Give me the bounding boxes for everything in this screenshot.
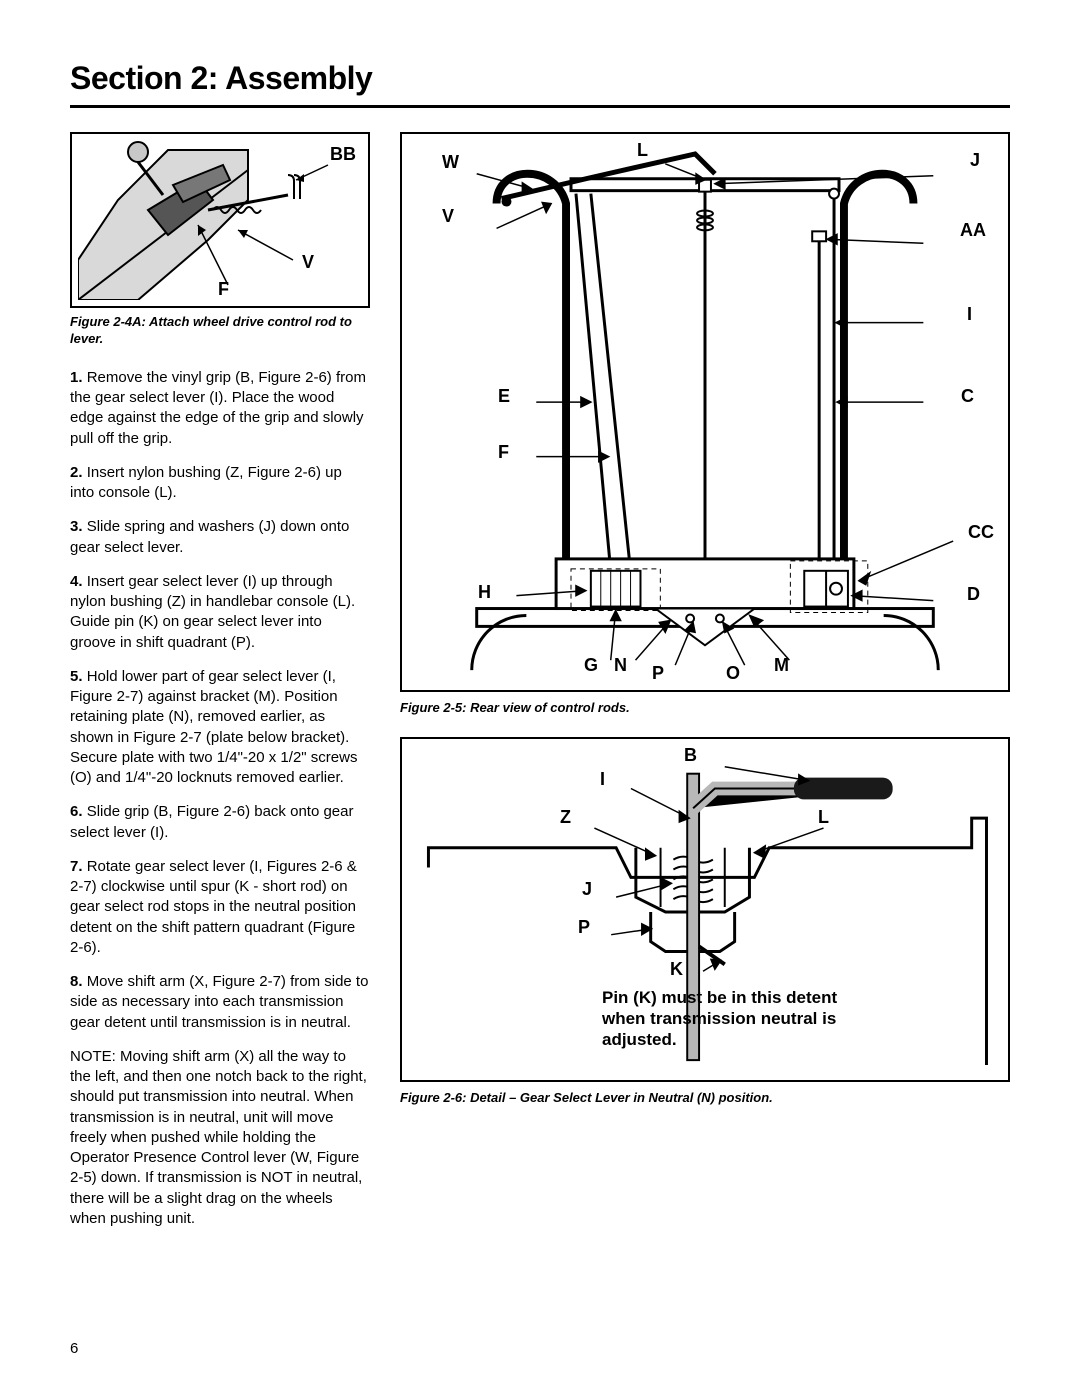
fig4a-label-v: V [302, 252, 314, 273]
step-8: 8. Move shift arm (X, Figure 2-7) from s… [70, 972, 370, 1033]
fig5-lbl-f: F [498, 442, 509, 463]
fig5-lbl-v: V [442, 206, 454, 227]
fig5-lbl-i: I [967, 304, 972, 325]
fig5-lbl-m: M [774, 655, 789, 676]
step-6-text: Slide grip (B, Figure 2-6) back onto gea… [70, 803, 354, 840]
fig5-lbl-w: W [442, 152, 459, 173]
fig5-lbl-n: N [614, 655, 627, 676]
fig5-lbl-j: J [970, 150, 980, 171]
fig5-lbl-p: P [652, 663, 664, 684]
fig6-lbl-j: J [582, 879, 592, 900]
figure-2-5-caption: Figure 2-5: Rear view of control rods. [400, 700, 1010, 717]
fig6-note-l2: when transmission neutral is [602, 1008, 932, 1029]
fig5-lbl-c: C [961, 386, 974, 407]
fig5-lbl-g: G [584, 655, 598, 676]
figure-2-4a: BB V F [70, 132, 370, 308]
page-number: 6 [70, 1340, 78, 1357]
fig6-lbl-p: P [578, 917, 590, 938]
title-rule [70, 105, 1010, 108]
fig5-lbl-e: E [498, 386, 510, 407]
content-columns: BB V F Figure 2-4A: Attach wheel drive c… [70, 132, 1010, 1243]
fig6-note-l1: Pin (K) must be in this detent [602, 987, 932, 1008]
fig6-lbl-b: B [684, 745, 697, 766]
figure-2-6: B I Z L J P K Pin (K) must be in this de… [400, 737, 1010, 1082]
fig4a-label-bb: BB [330, 144, 356, 165]
fig6-lbl-k: K [670, 959, 683, 980]
step-8-text: Move shift arm (X, Figure 2-7) from side… [70, 973, 368, 1031]
fig6-lbl-z: Z [560, 807, 571, 828]
fig4a-label-f: F [218, 279, 229, 300]
step-note: NOTE: Moving shift arm (X) all the way t… [70, 1047, 370, 1229]
step-3: 3. Slide spring and washers (J) down ont… [70, 517, 370, 558]
fig5-lbl-d: D [967, 584, 980, 605]
fig5-lbl-cc: CC [968, 522, 994, 543]
figure-2-4a-caption: Figure 2-4A: Attach wheel drive control … [70, 314, 370, 348]
step-4: 4. Insert gear select lever (I) up throu… [70, 572, 370, 653]
step-2: 2. Insert nylon bushing (Z, Figure 2-6) … [70, 463, 370, 504]
step-7-text: Rotate gear select lever (I, Figures 2-6… [70, 858, 357, 956]
fig5-lbl-o: O [726, 663, 740, 684]
figure-2-5-svg [412, 144, 998, 680]
step-2-text: Insert nylon bushing (Z, Figure 2-6) up … [70, 464, 342, 501]
step-6: 6. Slide grip (B, Figure 2-6) back onto … [70, 802, 370, 843]
fig5-lbl-h: H [478, 582, 491, 603]
step-5: 5. Hold lower part of gear select lever … [70, 667, 370, 789]
fig6-lbl-l: L [818, 807, 829, 828]
left-column: BB V F Figure 2-4A: Attach wheel drive c… [70, 132, 370, 1243]
step-3-text: Slide spring and washers (J) down onto g… [70, 518, 349, 555]
figure-2-4a-svg [78, 140, 358, 300]
right-column: W L J V AA I E C F CC H D G N P O M Figu… [400, 132, 1010, 1243]
step-1-text: Remove the vinyl grip (B, Figure 2-6) fr… [70, 369, 366, 447]
step-1: 1. Remove the vinyl grip (B, Figure 2-6)… [70, 368, 370, 449]
step-7: 7. Rotate gear select lever (I, Figures … [70, 857, 370, 958]
fig6-lbl-i: I [600, 769, 605, 790]
step-5-text: Hold lower part of gear select lever (I,… [70, 668, 357, 786]
section-title: Section 2: Assembly [70, 60, 1010, 97]
fig5-lbl-l: L [637, 140, 648, 161]
figure-2-6-caption: Figure 2-6: Detail – Gear Select Lever i… [400, 1090, 1010, 1107]
fig5-lbl-aa: AA [960, 220, 986, 241]
fig6-note-l3: adjusted. [602, 1029, 932, 1050]
fig6-note: Pin (K) must be in this detent when tran… [602, 987, 932, 1051]
step-4-text: Insert gear select lever (I) up through … [70, 573, 355, 651]
figure-2-5: W L J V AA I E C F CC H D G N P O M [400, 132, 1010, 692]
